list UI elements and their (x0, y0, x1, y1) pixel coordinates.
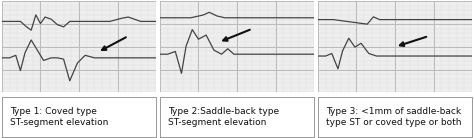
Text: Type 2:Saddle-back type
ST-segment elevation: Type 2:Saddle-back type ST-segment eleva… (168, 107, 279, 127)
Text: Type 3: <1mm of saddle-back
type ST or coved type or both: Type 3: <1mm of saddle-back type ST or c… (326, 107, 461, 127)
Text: Type 1: Coved type
ST-segment elevation: Type 1: Coved type ST-segment elevation (9, 107, 108, 127)
